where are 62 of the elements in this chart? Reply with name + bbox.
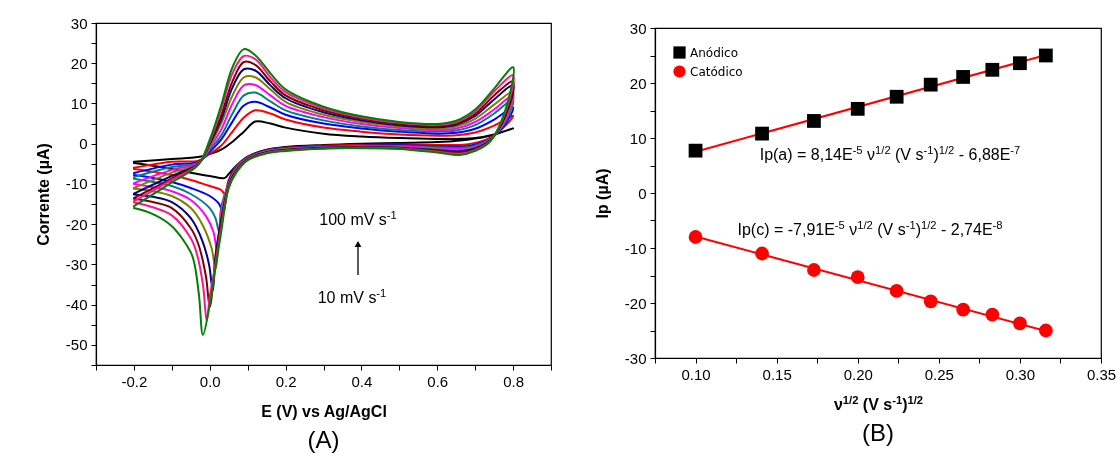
x-axis-title: E (V) vs Ag/AgCl: [261, 402, 387, 420]
line-series: [132, 120, 515, 180]
point: [889, 284, 904, 298]
point: [985, 307, 1000, 322]
point: [850, 270, 865, 285]
text: (B): [862, 419, 894, 446]
y-tick-label: -40: [65, 296, 88, 314]
point: [1013, 316, 1027, 331]
x-tick-label: 0.25: [924, 365, 954, 383]
y-tick-label: 0: [638, 184, 647, 202]
y-tick-label: -20: [65, 215, 88, 233]
point: [688, 143, 703, 158]
point: [688, 230, 703, 244]
point: [956, 70, 971, 84]
y-axis-title: Corrente (µA): [34, 143, 52, 246]
x-tick-label: 0.2: [275, 372, 297, 390]
point: [1013, 56, 1027, 71]
y-tick-label: 20: [629, 74, 647, 92]
x-tick-label: 0.10: [681, 365, 711, 383]
point: [755, 246, 769, 261]
point: [1038, 323, 1053, 338]
x-tick-label: 0.8: [503, 372, 525, 390]
point: [923, 294, 938, 309]
x-tick-label: 0.20: [843, 365, 873, 383]
line-series: [132, 109, 515, 195]
point: [889, 89, 904, 104]
point: [807, 263, 821, 277]
x-tick-label: 0.0: [199, 372, 221, 390]
x-tick-label: 0.6: [427, 372, 449, 390]
text: Ip(c) = -7,91E$^{-5}$ ν$^{1/2}$ (V s$^{-1}$)$^{1/2}$ - 2,74E$^{-8}$: [737, 219, 1003, 238]
y-tick-label: 10: [70, 94, 88, 112]
point: [755, 126, 769, 141]
y-tick-label: 0: [79, 135, 88, 153]
point: [985, 62, 1000, 77]
y-tick-label: -50: [65, 336, 88, 354]
point: [807, 114, 821, 128]
y-tick-label: 30: [629, 19, 647, 37]
text: Ip(a) = 8,14E$^{-5}$ ν$^{1/2}$ (V s$^{-1}$)$^{1/2}$ - 6,88E$^{-7}$: [759, 144, 1021, 163]
x-tick-label: 0.4: [351, 372, 373, 390]
x-tick-label: 0.30: [1005, 365, 1036, 383]
y-tick-label: -30: [624, 349, 647, 367]
annotation: 100 mV s$^{-1}$: [319, 209, 397, 228]
x-tick-label: 0.35: [1086, 365, 1117, 383]
y-tick-label: -10: [65, 175, 88, 193]
text: (A): [307, 426, 340, 453]
legend-label: Anódico: [690, 45, 739, 60]
y-tick-label: -10: [624, 239, 647, 257]
y-tick-label: 30: [70, 14, 88, 32]
y-tick-label: -20: [624, 294, 647, 312]
point: [923, 77, 938, 92]
x-axis-title: ν$^{1/2}$ (V s$^{-1}$)$^{1/2}$: [833, 393, 924, 413]
point: [1038, 48, 1053, 63]
y-tick-label: 20: [70, 54, 88, 72]
y-axis-title: Ip (µA): [593, 168, 611, 219]
x-tick-label: 0.15: [762, 365, 792, 383]
legend-label: Catódico: [690, 64, 743, 79]
point: [850, 101, 865, 116]
point: [956, 302, 971, 317]
x-tick-label: -0.2: [121, 372, 148, 390]
y-tick-label: -30: [65, 255, 88, 273]
y-tick-label: 10: [629, 129, 647, 147]
annotation: 10 mV s$^{-1}$: [317, 287, 387, 306]
